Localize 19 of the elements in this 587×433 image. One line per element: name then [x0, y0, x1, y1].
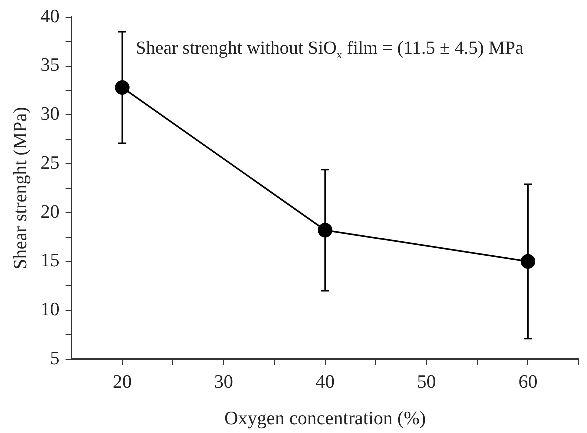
- y-tick-label: 10: [40, 300, 60, 321]
- y-tick-label: 15: [40, 250, 60, 272]
- x-tick-label: 30: [214, 372, 234, 393]
- point: [318, 223, 333, 238]
- y-tick-label: 35: [40, 55, 60, 76]
- y-axis-title: Shear strenght (MPa): [10, 107, 32, 270]
- y-tick-label: 5: [50, 348, 60, 370]
- point: [520, 254, 536, 269]
- x-tick-label: 40: [316, 372, 335, 393]
- x-tick-label: 50: [417, 372, 436, 393]
- x-axis-title: Oxygen concentration (%): [224, 408, 426, 430]
- y-tick-label: 40: [40, 6, 60, 28]
- y-tick-label: 30: [40, 104, 60, 126]
- point: [115, 80, 130, 96]
- y-tick-label: 25: [40, 152, 60, 174]
- x-tick-label: 60: [518, 372, 538, 393]
- x-tick-label: 20: [113, 372, 132, 393]
- y-tick-label: 20: [40, 202, 60, 223]
- annotation: Shear strenght without SiO$_{x}$ film = (11.5 ± 4.5) MPa: [136, 39, 524, 62]
